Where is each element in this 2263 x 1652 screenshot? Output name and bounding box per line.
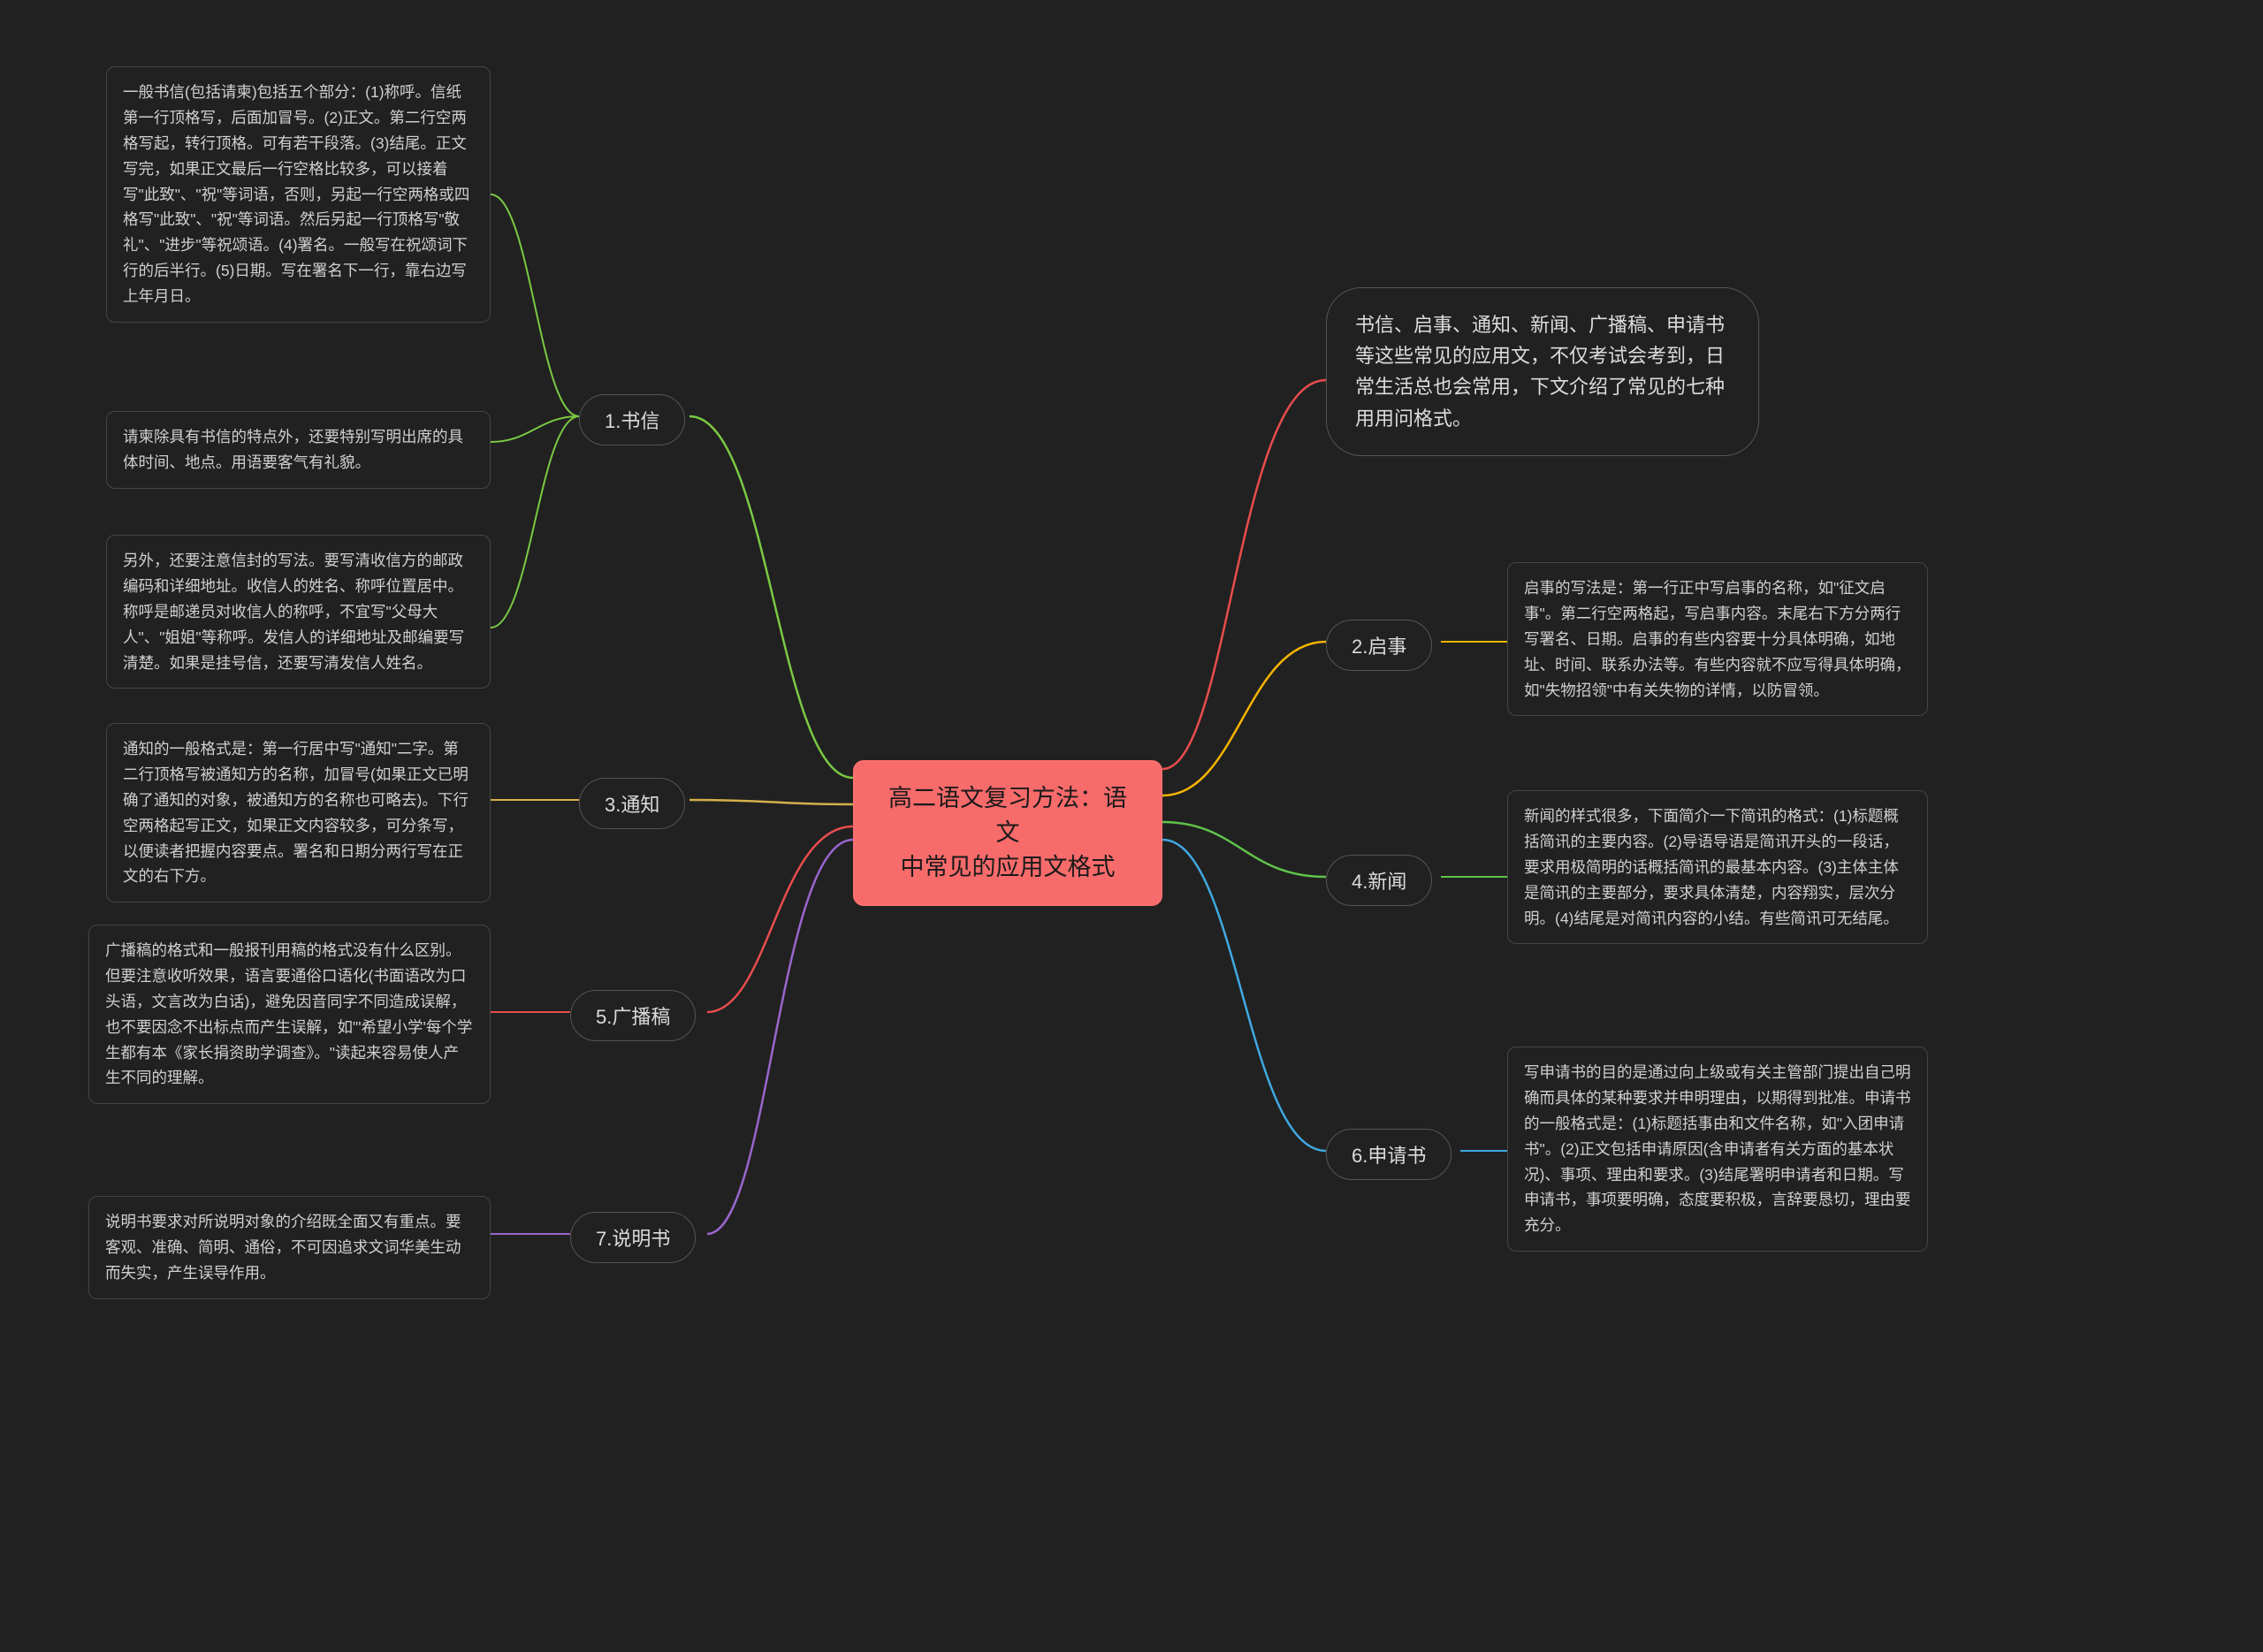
branch-1-label: 1.书信 xyxy=(605,410,659,432)
detail-1b: 请柬除具有书信的特点外，还要特别写明出席的具体时间、地点。用语要客气有礼貌。 xyxy=(106,411,491,489)
branch-5-label: 5.广播稿 xyxy=(596,1006,670,1028)
branch-4-label: 4.新闻 xyxy=(1352,871,1406,893)
branch-2-label: 2.启事 xyxy=(1352,636,1406,658)
detail-5-text: 广播稿的格式和一般报刊用稿的格式没有什么区别。但要注意收听效果，语言要通俗口语化… xyxy=(105,941,472,1086)
detail-6-text: 写申请书的目的是通过向上级或有关主管部门提出自己明确而具体的某种要求并申明理由，… xyxy=(1524,1063,1911,1234)
branch-6: 6.申请书 xyxy=(1326,1129,1452,1180)
branch-7: 7.说明书 xyxy=(570,1212,696,1263)
branch-6-label: 6.申请书 xyxy=(1352,1145,1426,1167)
detail-6: 写申请书的目的是通过向上级或有关主管部门提出自己明确而具体的某种要求并申明理由，… xyxy=(1507,1047,1928,1252)
detail-7: 说明书要求对所说明对象的介绍既全面又有重点。要客观、准确、简明、通俗，不可因追求… xyxy=(88,1196,491,1299)
intro-node: 书信、启事、通知、新闻、广播稿、申请书等这些常见的应用文，不仅考试会考到，日常生… xyxy=(1326,287,1759,456)
branch-4: 4.新闻 xyxy=(1326,855,1432,906)
center-title-line1: 高二语文复习方法：语文 xyxy=(888,785,1127,846)
detail-1a-text: 一般书信(包括请柬)包括五个部分：(1)称呼。信纸第一行顶格写，后面加冒号。(2… xyxy=(123,83,469,305)
branch-5: 5.广播稿 xyxy=(570,990,696,1041)
branch-1: 1.书信 xyxy=(579,394,685,445)
branch-2: 2.启事 xyxy=(1326,620,1432,671)
detail-4: 新闻的样式很多，下面简介一下简讯的格式：(1)标题概括简讯的主要内容。(2)导语… xyxy=(1507,790,1928,944)
detail-5: 广播稿的格式和一般报刊用稿的格式没有什么区别。但要注意收听效果，语言要通俗口语化… xyxy=(88,925,491,1104)
branch-7-label: 7.说明书 xyxy=(596,1228,670,1250)
branch-3: 3.通知 xyxy=(579,778,685,829)
center-title-line2: 中常见的应用文格式 xyxy=(901,854,1116,880)
detail-3-text: 通知的一般格式是：第一行居中写"通知"二字。第二行顶格写被通知方的名称，加冒号(… xyxy=(123,740,469,885)
detail-1a: 一般书信(包括请柬)包括五个部分：(1)称呼。信纸第一行顶格写，后面加冒号。(2… xyxy=(106,66,491,323)
detail-3: 通知的一般格式是：第一行居中写"通知"二字。第二行顶格写被通知方的名称，加冒号(… xyxy=(106,723,491,902)
detail-1c: 另外，还要注意信封的写法。要写清收信方的邮政编码和详细地址。收信人的姓名、称呼位… xyxy=(106,535,491,689)
detail-1b-text: 请柬除具有书信的特点外，还要特别写明出席的具体时间、地点。用语要客气有礼貌。 xyxy=(123,428,463,471)
detail-7-text: 说明书要求对所说明对象的介绍既全面又有重点。要客观、准确、简明、通俗，不可因追求… xyxy=(105,1213,461,1282)
detail-1c-text: 另外，还要注意信封的写法。要写清收信方的邮政编码和详细地址。收信人的姓名、称呼位… xyxy=(123,552,464,672)
branch-3-label: 3.通知 xyxy=(605,794,659,816)
detail-2: 启事的写法是：第一行正中写启事的名称，如"征文启事"。第二行空两格起，写启事内容… xyxy=(1507,562,1928,716)
detail-4-text: 新闻的样式很多，下面简介一下简讯的格式：(1)标题概括简讯的主要内容。(2)导语… xyxy=(1524,807,1899,927)
center-node: 高二语文复习方法：语文 中常见的应用文格式 xyxy=(853,760,1162,906)
intro-text: 书信、启事、通知、新闻、广播稿、申请书等这些常见的应用文，不仅考试会考到，日常生… xyxy=(1355,314,1725,430)
detail-2-text: 启事的写法是：第一行正中写启事的名称，如"征文启事"。第二行空两格起，写启事内容… xyxy=(1524,579,1911,699)
